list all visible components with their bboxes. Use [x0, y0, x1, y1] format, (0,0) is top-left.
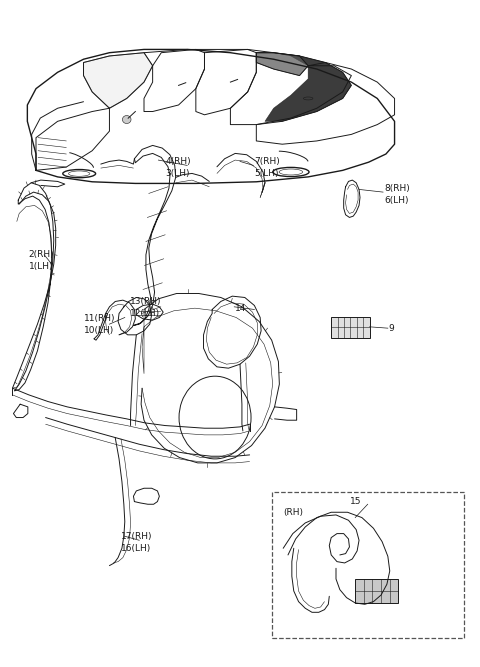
- Polygon shape: [84, 53, 153, 108]
- Text: 13(RH): 13(RH): [130, 297, 161, 306]
- Text: 15: 15: [350, 497, 362, 506]
- Text: 8(RH): 8(RH): [384, 183, 410, 193]
- Text: 12(LH): 12(LH): [130, 309, 160, 318]
- Text: 16(LH): 16(LH): [121, 544, 151, 554]
- Text: 4(RH): 4(RH): [166, 157, 191, 166]
- Text: 7(RH): 7(RH): [254, 157, 280, 166]
- Text: 10(LH): 10(LH): [84, 325, 114, 335]
- Text: 3(LH): 3(LH): [166, 169, 190, 178]
- Text: 6(LH): 6(LH): [384, 195, 408, 205]
- Text: 5(LH): 5(LH): [254, 169, 279, 178]
- Text: 17(RH): 17(RH): [121, 532, 153, 542]
- Bar: [355, 579, 398, 603]
- Bar: [272, 492, 464, 638]
- Text: (RH): (RH): [283, 508, 303, 517]
- Bar: [331, 317, 370, 338]
- Text: 11(RH): 11(RH): [84, 313, 116, 323]
- Ellipse shape: [122, 115, 131, 123]
- Polygon shape: [265, 53, 351, 121]
- Polygon shape: [256, 53, 308, 75]
- Text: 14: 14: [235, 303, 247, 313]
- Text: 1(LH): 1(LH): [29, 262, 53, 271]
- Text: 2(RH): 2(RH): [29, 250, 54, 259]
- Text: 9: 9: [389, 323, 395, 333]
